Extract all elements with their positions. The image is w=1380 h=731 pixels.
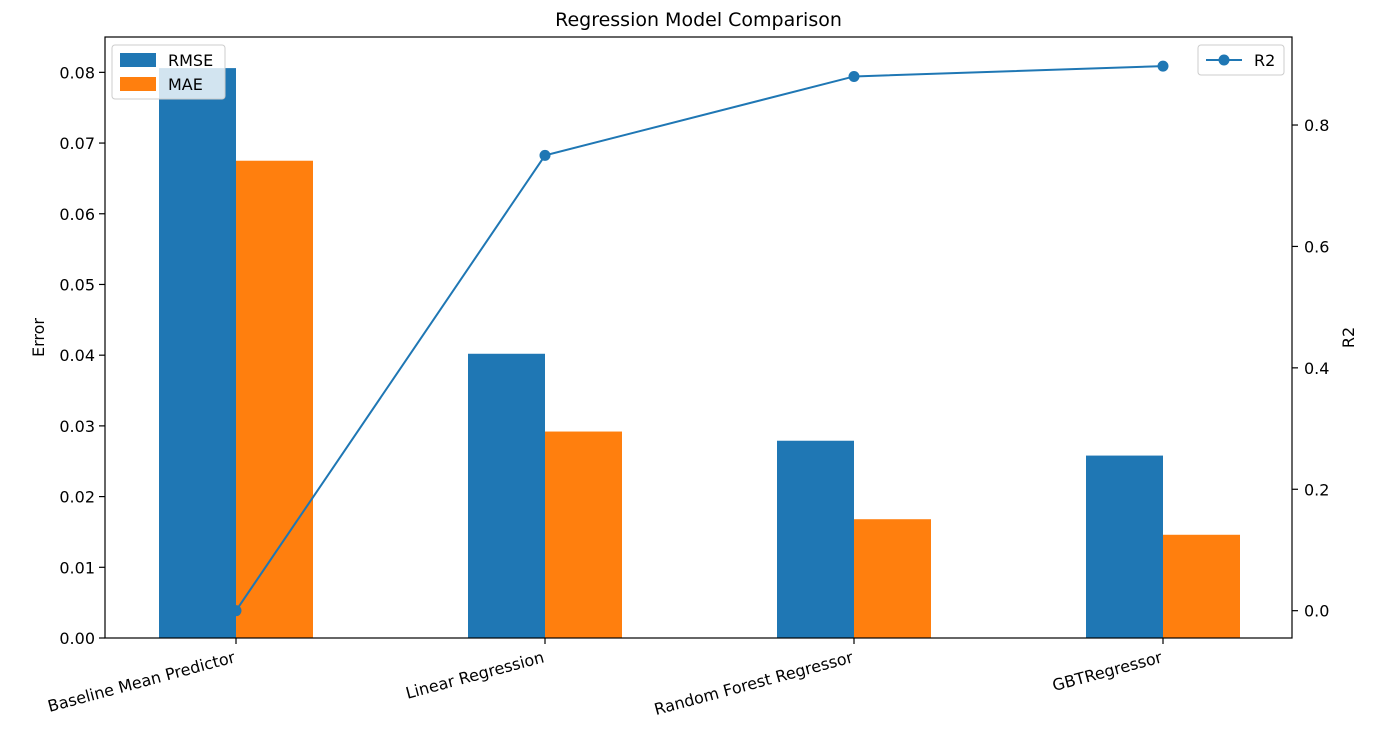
y-left-tick-label: 0.08	[59, 63, 95, 82]
legend-line: R2	[1197, 44, 1285, 76]
y-right-tick-label: 0.0	[1304, 602, 1329, 621]
y-axis-label-left: Error	[29, 318, 48, 357]
bar-rmse-1	[468, 353, 545, 638]
y-right-tick-label: 0.8	[1304, 116, 1329, 135]
legend-line-marker	[1218, 54, 1230, 66]
y-left-tick-label: 0.01	[59, 558, 95, 577]
bar-rmse-2	[777, 440, 854, 638]
plot-frame	[104, 36, 1293, 639]
x-tick-label: GBTRegressor	[1050, 647, 1164, 695]
y-right-tick-label: 0.6	[1304, 237, 1329, 256]
y-axis-left: 0.00 0.01 0.02 0.03 0.04 0.05 0.06 0.07 0.08	[59, 63, 105, 648]
bar-rmse-0	[159, 68, 236, 638]
r2-line-layer	[230, 60, 1169, 617]
r2-point-0	[230, 605, 242, 617]
bar-rmse-3	[1086, 455, 1163, 638]
r2-line	[235, 65, 1164, 612]
y-left-tick-label: 0.07	[59, 134, 95, 153]
y-left-tick-label: 0.00	[59, 629, 95, 648]
y-axis-label-right: R2	[1339, 327, 1358, 348]
y-right-tick-label: 0.2	[1304, 480, 1329, 499]
legend-label-mae: MAE	[168, 75, 203, 94]
r2-point-1	[539, 149, 551, 161]
legend-swatch-mae	[120, 77, 156, 91]
y-right-tick-label: 0.4	[1304, 359, 1329, 378]
r2-point-3	[1157, 60, 1169, 72]
legend-bars: RMSE MAE	[111, 44, 226, 100]
legend-label-rmse: RMSE	[168, 51, 213, 70]
r2-point-2	[848, 70, 860, 82]
bars-layer	[159, 68, 1240, 638]
y-axis-right: 0.0 0.2 0.4 0.6 0.8	[1292, 116, 1329, 621]
y-left-tick-label: 0.06	[59, 205, 95, 224]
legend-swatch-rmse	[120, 53, 156, 67]
bar-mae-0	[236, 160, 313, 638]
bar-mae-1	[545, 431, 622, 638]
x-tick-label: Random Forest Regressor	[652, 647, 855, 719]
bar-mae-3	[1163, 534, 1240, 638]
y-left-tick-label: 0.05	[59, 275, 95, 294]
y-left-tick-label: 0.03	[59, 417, 95, 436]
chart-title: Regression Model Comparison	[555, 9, 842, 31]
y-left-tick-label: 0.04	[59, 346, 95, 365]
bar-mae-2	[854, 519, 931, 638]
x-tick-label: Linear Regression	[404, 648, 546, 703]
x-axis: Baseline Mean Predictor Linear Regression…	[46, 638, 1164, 719]
x-tick-label: Baseline Mean Predictor	[46, 647, 238, 715]
y-left-tick-label: 0.02	[59, 488, 95, 507]
legend-label-r2: R2	[1254, 51, 1275, 70]
